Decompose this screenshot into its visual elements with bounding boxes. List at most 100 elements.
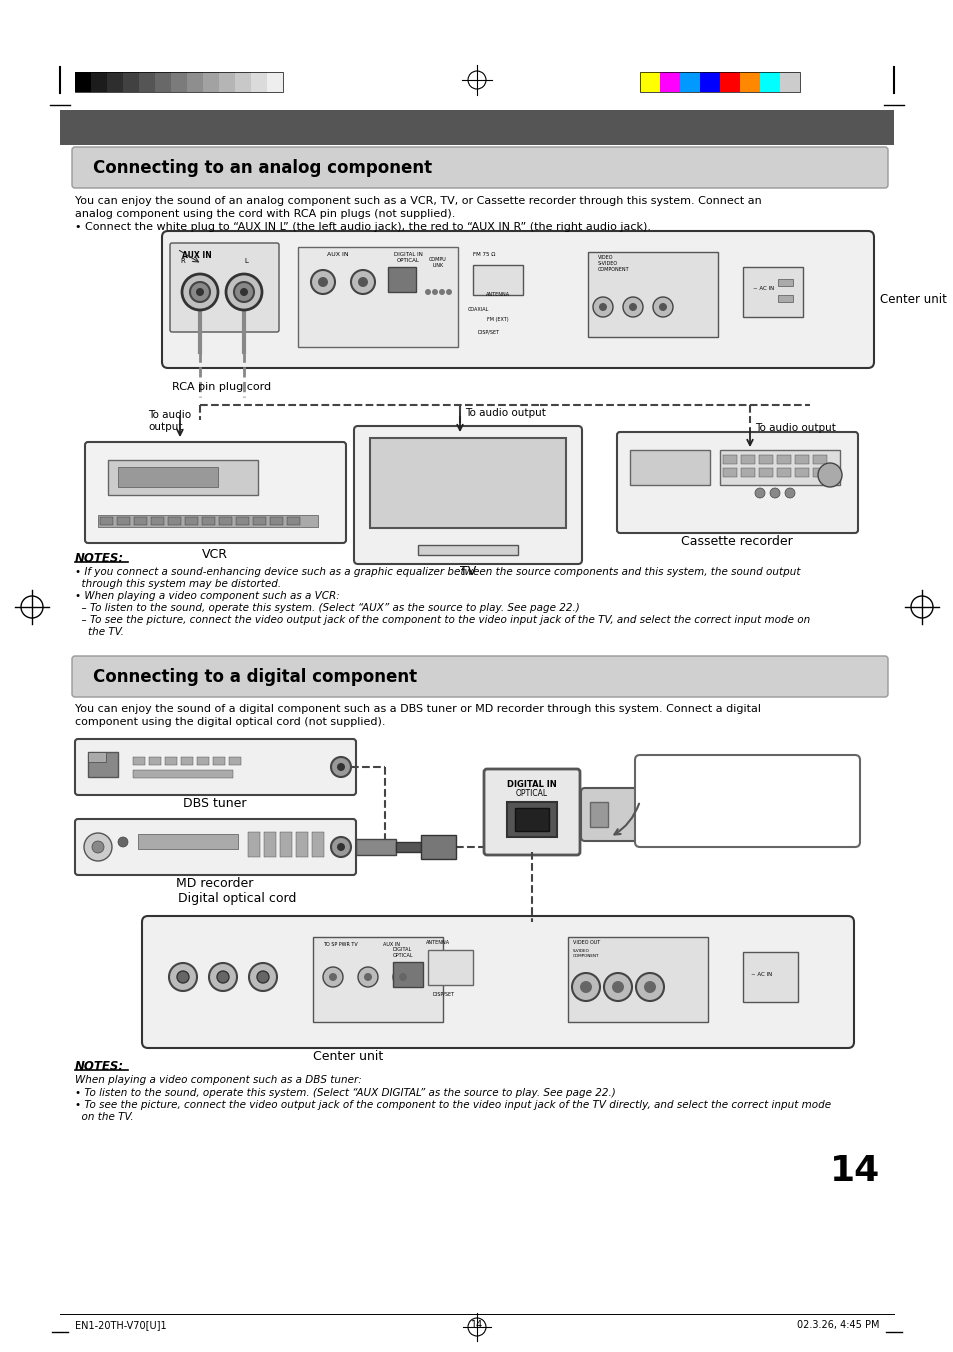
FancyBboxPatch shape	[483, 769, 579, 854]
Text: on the TV.: on the TV.	[75, 1111, 133, 1122]
Circle shape	[169, 963, 196, 991]
Bar	[355, 840, 395, 854]
Text: the TV.: the TV.	[75, 627, 124, 637]
Circle shape	[351, 270, 375, 293]
Text: OPTICAL: OPTICAL	[516, 790, 547, 798]
Bar	[589, 802, 607, 827]
Text: FM (EXT): FM (EXT)	[487, 316, 508, 322]
Bar	[393, 963, 422, 987]
Text: Before connecting a
digital optical cord,
unplug the protective
plug.: Before connecting a digital optical cord…	[649, 771, 778, 827]
Bar	[395, 842, 420, 852]
Text: AUX IN: AUX IN	[182, 251, 212, 260]
Bar	[567, 937, 707, 1022]
Text: EN1-20TH-V70[U]1: EN1-20TH-V70[U]1	[75, 1320, 167, 1330]
Bar	[235, 516, 249, 525]
Circle shape	[393, 967, 413, 987]
Bar	[234, 72, 251, 92]
Circle shape	[659, 303, 666, 311]
Bar	[740, 456, 754, 464]
Bar	[812, 456, 826, 464]
FancyBboxPatch shape	[75, 740, 355, 795]
Text: VIDEO
S-VIDEO
COMPONENT: VIDEO S-VIDEO COMPONENT	[598, 256, 629, 272]
Text: AUX IN: AUX IN	[327, 251, 349, 257]
Text: COMPU
LINK: COMPU LINK	[429, 257, 446, 268]
Text: Digital optical cord: Digital optical cord	[178, 892, 296, 904]
Circle shape	[336, 844, 345, 850]
Bar	[794, 456, 808, 464]
Circle shape	[317, 277, 328, 287]
Bar	[60, 110, 893, 145]
Circle shape	[311, 270, 335, 293]
Text: ~ AC IN: ~ AC IN	[750, 972, 771, 976]
Circle shape	[612, 982, 623, 992]
FancyBboxPatch shape	[170, 243, 278, 333]
Text: L: L	[244, 258, 248, 264]
Bar	[515, 808, 548, 831]
Bar	[776, 456, 790, 464]
Bar	[295, 831, 308, 857]
Text: – To listen to the sound, operate this system. (Select “AUX” as the source to pl: – To listen to the sound, operate this s…	[75, 603, 579, 612]
Bar	[287, 516, 299, 525]
FancyBboxPatch shape	[580, 788, 639, 841]
Bar	[203, 72, 219, 92]
Text: When playing a video component such as a DBS tuner:: When playing a video component such as a…	[75, 1075, 361, 1086]
Circle shape	[572, 973, 599, 1000]
Text: 14: 14	[471, 1320, 482, 1330]
Text: To audio
output: To audio output	[148, 410, 191, 431]
Bar	[740, 468, 754, 477]
Text: AUX IN: AUX IN	[382, 942, 399, 946]
FancyBboxPatch shape	[71, 656, 887, 698]
Circle shape	[249, 963, 276, 991]
Text: 14: 14	[829, 1155, 879, 1188]
Circle shape	[603, 973, 631, 1000]
Bar	[759, 456, 772, 464]
Text: To audio output: To audio output	[464, 408, 545, 418]
FancyBboxPatch shape	[75, 819, 355, 875]
Text: TV: TV	[459, 565, 476, 579]
Circle shape	[118, 837, 128, 846]
Circle shape	[652, 297, 672, 316]
Bar	[760, 72, 780, 92]
Circle shape	[256, 971, 269, 983]
Bar	[187, 72, 203, 92]
Bar	[91, 72, 107, 92]
Text: Center unit: Center unit	[879, 293, 946, 306]
Bar	[679, 72, 700, 92]
Circle shape	[593, 297, 613, 316]
Circle shape	[91, 841, 104, 853]
Bar	[428, 950, 473, 986]
Text: DIGITAL IN
OPTICAL: DIGITAL IN OPTICAL	[394, 251, 422, 262]
Bar	[118, 466, 218, 487]
Circle shape	[432, 289, 437, 295]
FancyBboxPatch shape	[354, 426, 581, 564]
Circle shape	[398, 973, 407, 982]
Text: NOTES:: NOTES:	[75, 1060, 124, 1073]
Bar	[740, 72, 760, 92]
Circle shape	[438, 289, 444, 295]
Bar	[149, 757, 161, 765]
Bar	[168, 516, 181, 525]
Circle shape	[323, 967, 343, 987]
Text: • To listen to the sound, operate this system. (Select “AUX DIGITAL” as the sour: • To listen to the sound, operate this s…	[75, 1088, 615, 1098]
Bar	[587, 251, 718, 337]
Bar	[417, 545, 517, 556]
Bar	[154, 72, 171, 92]
Text: ~ AC IN: ~ AC IN	[752, 287, 774, 292]
Circle shape	[784, 488, 794, 498]
Bar	[759, 468, 772, 477]
Bar	[267, 72, 283, 92]
Bar	[639, 72, 800, 92]
Text: RCA pin plug cord: RCA pin plug cord	[172, 383, 271, 392]
Circle shape	[643, 982, 656, 992]
Bar	[264, 831, 275, 857]
FancyBboxPatch shape	[71, 147, 887, 188]
Text: NOTES:: NOTES:	[75, 552, 124, 565]
Bar	[720, 72, 740, 92]
Text: Connecting to a digital component: Connecting to a digital component	[92, 668, 416, 685]
Text: To audio output: To audio output	[754, 423, 835, 433]
Circle shape	[190, 283, 210, 301]
Bar	[388, 266, 416, 292]
Bar	[181, 757, 193, 765]
Bar	[473, 265, 522, 295]
Text: ANTENNA: ANTENNA	[425, 940, 450, 945]
